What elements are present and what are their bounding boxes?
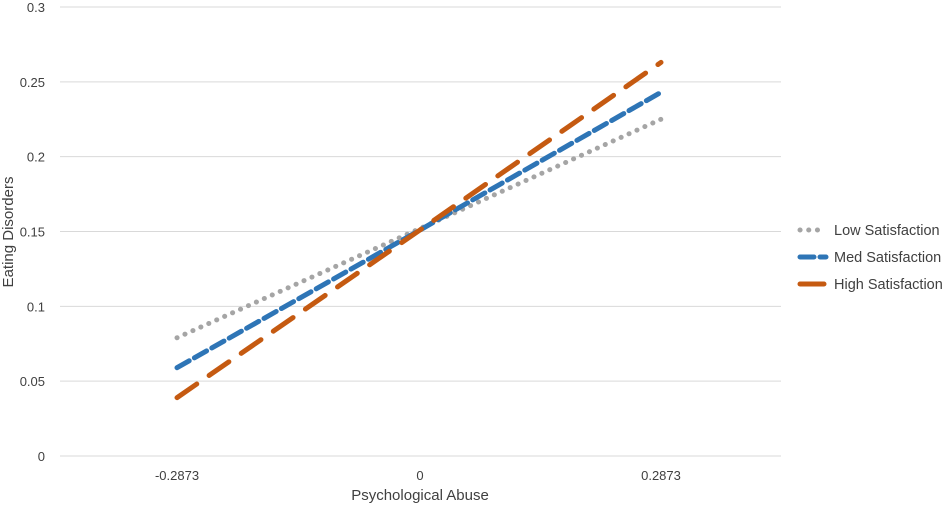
legend-label-1: Med Satisfaction: [834, 250, 941, 266]
y-axis-ticks: 0 0.05 0.1 0.15 0.2 0.25 0.3: [20, 0, 45, 464]
x-tick-label: 0.2873: [641, 468, 681, 483]
y-axis-title: Eating Disorders: [0, 177, 17, 288]
x-axis-ticks: -0.2873 0 0.2873: [155, 468, 681, 483]
series-line-0: [174, 116, 664, 341]
legend-label-2: High Satisfaction: [834, 277, 943, 293]
y-tick-label: 0.2: [27, 150, 45, 165]
y-tick-label: 0: [38, 449, 45, 464]
y-tick-label: 0.25: [20, 75, 45, 90]
x-tick-label: -0.2873: [155, 468, 199, 483]
x-tick-label: 0: [416, 468, 423, 483]
series-lines: [174, 59, 664, 401]
y-tick-label: 0.15: [20, 225, 45, 240]
gridlines: [60, 6, 781, 457]
legend-label-0: Low Satisfaction: [834, 223, 940, 239]
y-tick-label: 0.3: [27, 0, 45, 15]
x-axis-title: Psychological Abuse: [351, 487, 489, 504]
y-tick-label: 0.1: [27, 299, 45, 314]
series-line-2: [174, 59, 664, 401]
legend: Low Satisfaction Med Satisfaction High Sat…: [797, 223, 943, 293]
y-tick-label: 0.05: [20, 374, 45, 389]
